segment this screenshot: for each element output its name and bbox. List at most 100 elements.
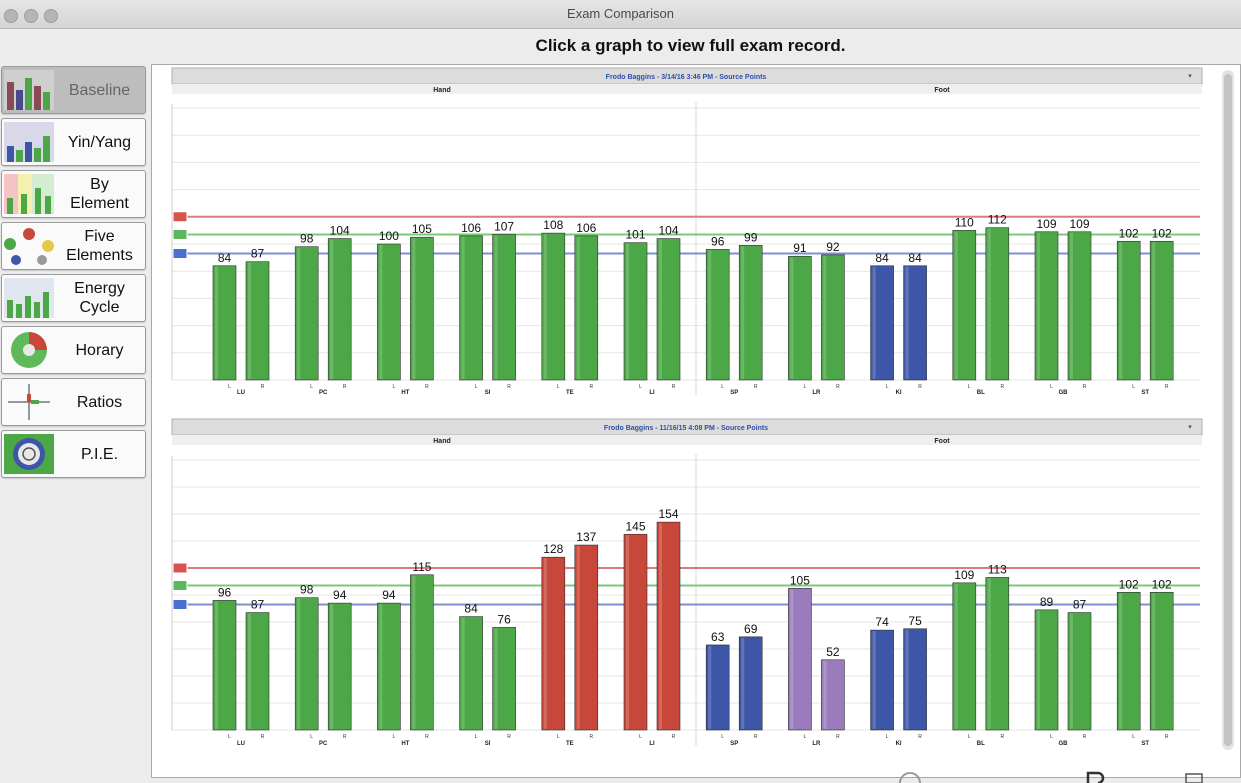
bar-side-label: R [1165, 384, 1169, 390]
vertical-scrollbar[interactable] [1222, 70, 1234, 750]
bar[interactable] [541, 556, 566, 731]
bar-side-label: L [721, 734, 724, 740]
bar[interactable] [410, 574, 434, 731]
bar[interactable] [870, 265, 894, 381]
bar[interactable] [985, 227, 1010, 381]
bar-side-label: R [425, 734, 429, 740]
bar[interactable] [656, 521, 681, 731]
bar[interactable] [294, 246, 319, 381]
bar[interactable] [656, 238, 681, 381]
bar[interactable] [870, 629, 894, 731]
bar-value-label: 113 [988, 562, 1007, 576]
bar[interactable] [574, 235, 599, 381]
zoom-window-icon[interactable] [44, 9, 58, 23]
bar[interactable] [212, 600, 237, 731]
ratios-icon [8, 384, 50, 420]
bar[interactable] [623, 242, 648, 381]
bar-highlight [954, 231, 958, 379]
category-label: BL [977, 741, 985, 747]
bar[interactable] [1149, 591, 1174, 731]
bar[interactable] [1116, 240, 1141, 381]
bar[interactable] [245, 612, 270, 731]
bar[interactable] [623, 533, 648, 731]
bar[interactable] [245, 261, 270, 381]
bar[interactable] [327, 238, 352, 381]
bar[interactable] [410, 236, 434, 381]
exam-chart[interactable]: Frodo Baggins - 11/16/15 4:08 PM - Sourc… [171, 418, 1203, 747]
bar-side-label: L [968, 384, 971, 390]
category-label: SP [730, 390, 738, 396]
bar-side-label: L [310, 734, 313, 740]
bar[interactable] [985, 577, 1010, 731]
bar[interactable] [377, 243, 401, 381]
bar[interactable] [1067, 231, 1092, 381]
bar-side-label: R [754, 384, 758, 390]
bar-side-label: R [754, 734, 758, 740]
bar[interactable] [952, 230, 977, 381]
section-header-bar [172, 435, 1202, 445]
bar-highlight [626, 243, 629, 379]
bar[interactable] [459, 616, 483, 731]
reference-marker-low [172, 248, 188, 260]
bar-side-label: L [1132, 384, 1135, 390]
bar[interactable] [738, 245, 763, 381]
exam-chart[interactable]: Frodo Baggins - 3/14/16 3:46 PM - Source… [171, 67, 1203, 396]
bar-side-label: R [343, 384, 347, 390]
bar-highlight [1152, 242, 1156, 379]
bar[interactable] [1116, 591, 1141, 731]
bar[interactable] [492, 627, 516, 731]
sidebar-item-energy-cycle[interactable]: Energy Cycle [1, 274, 146, 322]
yin-yang-icon [4, 122, 54, 162]
bar[interactable] [574, 544, 599, 731]
bar[interactable] [1034, 231, 1059, 381]
sidebar-item-yin-yang[interactable]: Yin/Yang [1, 118, 146, 166]
chart-menu-icon: ▾ [1188, 424, 1192, 431]
bar[interactable] [821, 254, 845, 381]
close-window-icon[interactable] [4, 9, 18, 23]
sidebar-item-baseline[interactable]: Baseline [1, 66, 146, 114]
bar[interactable] [1067, 612, 1092, 731]
bar[interactable] [821, 659, 845, 731]
bar-value-label: 84 [464, 602, 478, 616]
sidebar-item-pie[interactable]: P.I.E. [1, 430, 146, 478]
bar[interactable] [212, 265, 237, 381]
export-icon[interactable] [1185, 773, 1203, 783]
sidebar-item-horary[interactable]: Horary [1, 326, 146, 374]
bar[interactable] [459, 235, 483, 381]
minimize-window-icon[interactable] [24, 9, 38, 23]
sidebar-item-ratios[interactable]: Ratios [1, 378, 146, 426]
bar[interactable] [788, 255, 812, 381]
sidebar-item-label: Five Elements [66, 228, 133, 264]
bar-value-label: 96 [711, 234, 725, 248]
bar[interactable] [294, 597, 319, 731]
zoom-icon[interactable] [899, 772, 921, 783]
bar-highlight [461, 617, 465, 729]
bar-side-label: L [1132, 734, 1135, 740]
sidebar-item-label: Baseline [68, 81, 131, 99]
bar[interactable] [541, 232, 566, 381]
bar[interactable] [1149, 240, 1174, 381]
bar[interactable] [788, 587, 812, 731]
bar-value-label: 94 [382, 588, 396, 602]
bar[interactable] [903, 628, 927, 731]
chart-title: Frodo Baggins - 3/14/16 3:46 PM - Source… [606, 74, 767, 81]
bar[interactable] [327, 602, 352, 731]
category-label: SI [485, 741, 491, 747]
print-icon[interactable] [1086, 771, 1105, 783]
sidebar-item-five-elements[interactable]: Five Elements [1, 222, 146, 270]
bar[interactable] [1034, 609, 1059, 731]
bar[interactable] [377, 602, 401, 731]
bar[interactable] [903, 265, 927, 381]
bar-value-label: 99 [744, 230, 758, 244]
bar-side-label: R [589, 734, 593, 740]
bar[interactable] [952, 582, 977, 731]
bar[interactable] [705, 644, 730, 731]
bar[interactable] [492, 234, 516, 381]
bar[interactable] [705, 249, 730, 381]
bar[interactable] [738, 636, 763, 731]
bar-side-label: R [507, 734, 511, 740]
sidebar-item-by-element[interactable]: By Element [1, 170, 146, 218]
bar-highlight [248, 262, 251, 379]
scrollbar-thumb[interactable] [1224, 74, 1232, 746]
